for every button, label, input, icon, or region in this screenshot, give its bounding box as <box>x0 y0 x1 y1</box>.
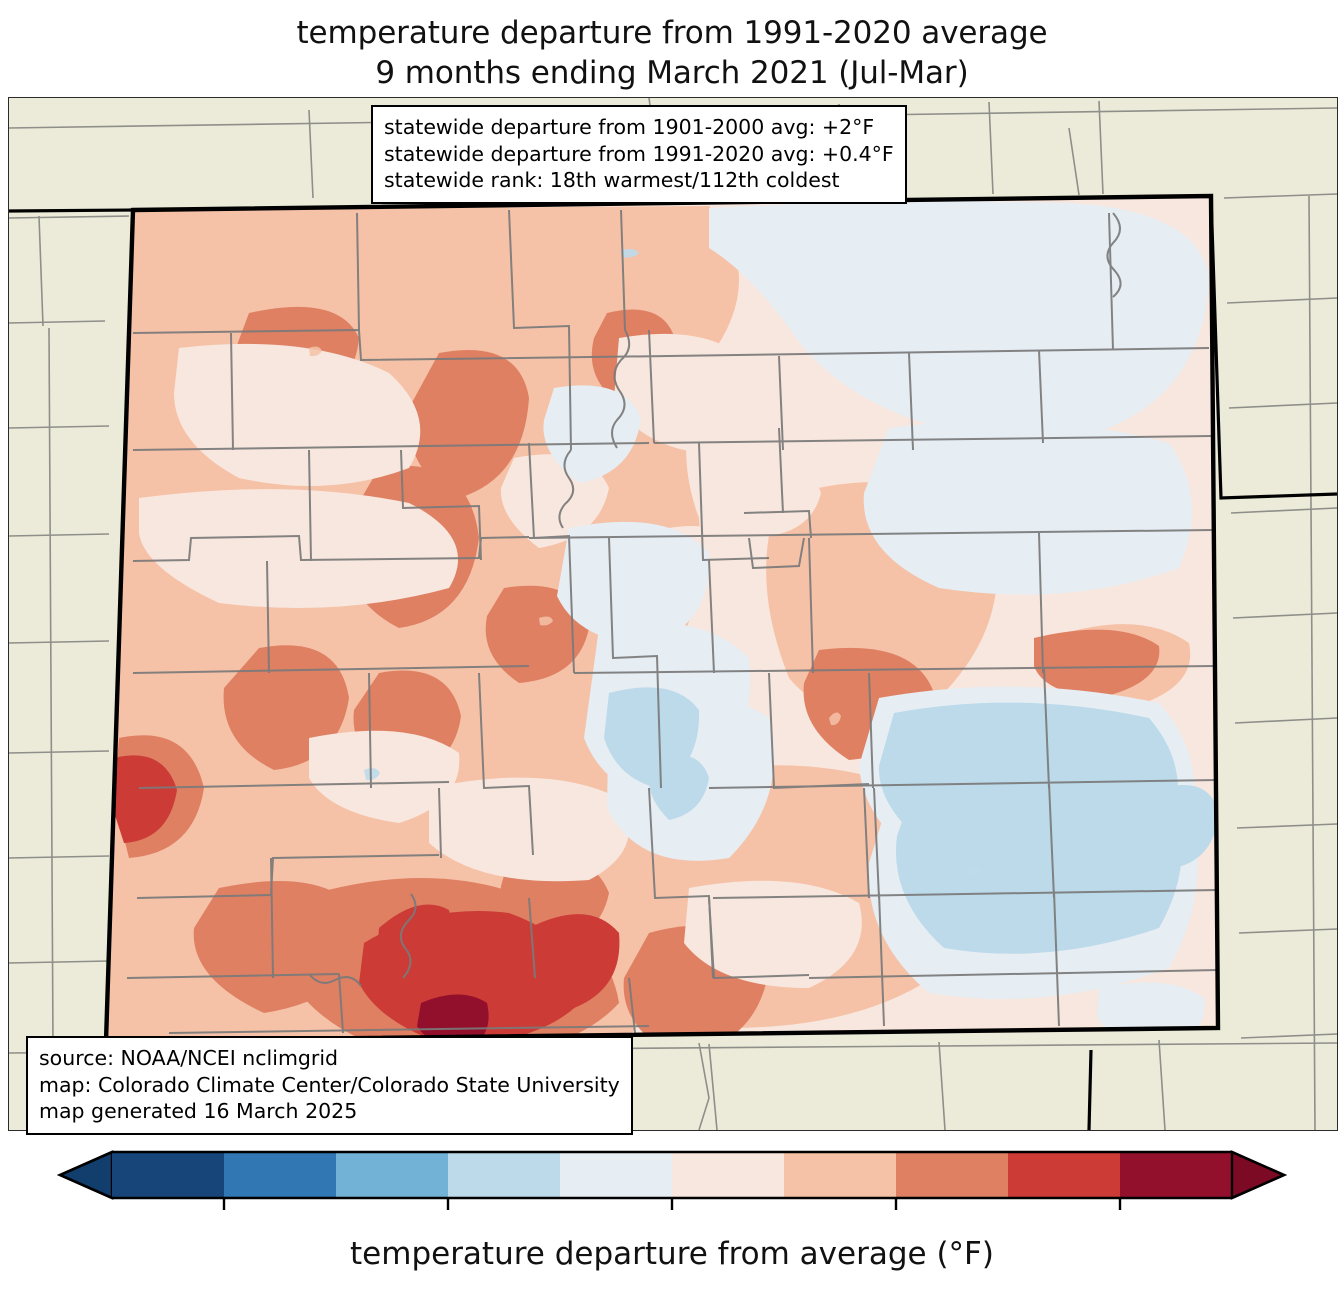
colorbar-cell <box>336 1152 449 1198</box>
stat-statewide-rank: statewide rank: 18th warmest/112th colde… <box>384 168 840 193</box>
band-1.8-2.4 <box>521 914 620 1008</box>
band-0.0-0.6 <box>614 333 751 453</box>
band-1.8-2.4 <box>377 904 452 983</box>
title-line-2: 9 months ending March 2021 (Jul-Mar) <box>375 54 969 91</box>
band-0.0-0.6 <box>139 489 458 608</box>
band--0.6-0.0 <box>543 385 641 483</box>
band-1.2-1.8 <box>408 350 529 498</box>
statewide-stats-box: statewide departure from 1901-2000 avg: … <box>371 105 907 204</box>
band-0.0-0.6 <box>309 730 460 823</box>
band-1.8-2.4 <box>111 755 177 843</box>
colorbar-cell <box>448 1152 561 1198</box>
colorbar-swatches <box>56 1150 1288 1210</box>
source-line: source: NOAA/NCEI nclimgrid <box>39 1046 339 1070</box>
map-panel <box>8 97 1338 1131</box>
band-1.2-1.8 <box>1034 629 1160 698</box>
band-0.0-0.6 <box>684 880 862 988</box>
band-0.0-0.6 <box>429 777 629 882</box>
band-0.0-0.6 <box>174 343 421 486</box>
colorbar-cells <box>56 1150 1288 1200</box>
colorbar-ticks <box>222 1198 1122 1210</box>
colorbar-cell <box>560 1152 673 1198</box>
map-generated-line: map generated 16 March 2025 <box>39 1099 358 1124</box>
colorbar-cell <box>784 1152 897 1198</box>
county-boundaries <box>126 209 1218 1034</box>
band-0.0-0.6 <box>748 465 821 536</box>
band--1.2--0.6 <box>895 777 1182 954</box>
anomaly-contour-field <box>106 196 1218 1041</box>
band--0.6-0.0 <box>863 420 1192 595</box>
stat-departure-1991-2020: statewide departure from 1991-2020 avg: … <box>384 141 894 166</box>
title-line-1: temperature departure from 1991-2020 ave… <box>296 15 1048 51</box>
colorbar-cell <box>224 1152 337 1198</box>
band--1.2--0.6 <box>1153 785 1218 868</box>
colorado-temperature-anomaly-map <box>9 98 1337 1130</box>
colorbar-outline <box>56 1150 1288 1200</box>
colorbar-cell <box>112 1152 225 1198</box>
colorbar-cell <box>1120 1152 1233 1198</box>
colorbar-cell <box>672 1152 785 1198</box>
colorbar-cell <box>896 1152 1009 1198</box>
band--1.2--0.6 <box>648 754 709 820</box>
band--0.6-0.0 <box>709 201 1209 436</box>
page-title: temperature departure from 1991-2020 ave… <box>0 14 1344 93</box>
band--0.6-0.0 <box>557 521 710 646</box>
map-author-line: map: Colorado Climate Center/Colorado St… <box>39 1072 620 1097</box>
colorbar-extend-low <box>57 1150 114 1200</box>
stat-departure-1901-2000: statewide departure from 1901-2000 avg: … <box>384 115 875 139</box>
colorbar: −2.4−1.20.01.22.4 <box>0 1138 1344 1299</box>
colorbar-extend-high <box>1230 1150 1287 1200</box>
source-credits-box: source: NOAA/NCEI nclimgrid map: Colorad… <box>26 1036 633 1135</box>
band-1.2-1.8 <box>485 585 589 683</box>
colorbar-cell <box>1008 1152 1121 1198</box>
colorbar-axis-label: temperature departure from average (°F) <box>350 1236 994 1272</box>
